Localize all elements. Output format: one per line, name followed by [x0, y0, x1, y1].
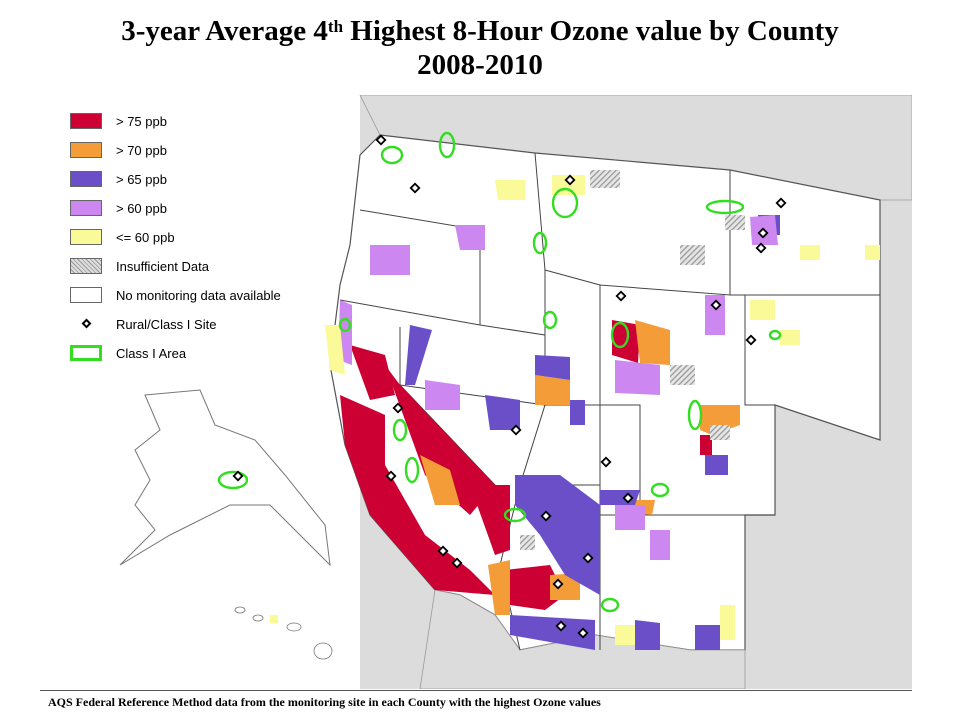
legend-item-le60: <= 60 ppb [70, 228, 175, 246]
legend-swatch-over70 [70, 142, 102, 158]
legend-swatch-le60 [70, 229, 102, 245]
legend-label: <= 60 ppb [116, 229, 175, 245]
legend-label: > 70 ppb [116, 142, 167, 158]
legend-label: > 75 ppb [116, 113, 167, 129]
legend-swatch-over75 [70, 113, 102, 129]
legend-item-over65: > 65 ppb [70, 170, 167, 188]
legend-swatch-over65 [70, 171, 102, 187]
legend-item-class-i: Class I Area [70, 344, 186, 362]
title-line1-prefix: 3-year Average 4 [121, 15, 328, 47]
legend-label: Insufficient Data [116, 258, 209, 274]
title-years: 2008-2010 [417, 49, 543, 81]
ozone-county-map [40, 95, 912, 689]
legend-item-insufficient: Insufficient Data [70, 257, 209, 275]
hawaii-islands [234, 606, 333, 660]
map-svg [40, 95, 912, 689]
legend-item-rural-site: Rural/Class I Site [70, 315, 216, 333]
legend-swatch-over60 [70, 200, 102, 216]
legend-label: No monitoring data available [116, 287, 281, 303]
legend-label: Rural/Class I Site [116, 316, 217, 332]
class-i-areas [217, 131, 782, 613]
county-patches [223, 175, 880, 650]
legend-item-over60: > 60 ppb [70, 199, 167, 217]
diamond-icon [70, 316, 102, 332]
alaska-outline [119, 389, 331, 567]
legend-swatch-insufficient [70, 258, 102, 274]
map-title: 3-year Average 4th Highest 8-Hour Ozone … [0, 14, 960, 82]
legend-swatch-no-data [70, 287, 102, 303]
rural-site-markers [232, 134, 787, 639]
footer-divider [40, 690, 912, 691]
legend-swatch-class-i [70, 345, 102, 361]
title-line1-suffix: Highest 8-Hour Ozone value by County [343, 15, 839, 47]
legend-item-no-data: No monitoring data available [70, 286, 281, 304]
legend-label: Class I Area [116, 345, 187, 361]
legend-item-over70: > 70 ppb [70, 141, 167, 159]
title-superscript: th [327, 17, 344, 36]
legend-label: > 65 ppb [116, 171, 167, 187]
insufficient-data-areas [520, 170, 745, 550]
legend-item-over75: > 75 ppb [70, 112, 167, 130]
source-footnote: AQS Federal Reference Method data from t… [48, 695, 601, 709]
legend-label: > 60 ppb [116, 200, 167, 216]
